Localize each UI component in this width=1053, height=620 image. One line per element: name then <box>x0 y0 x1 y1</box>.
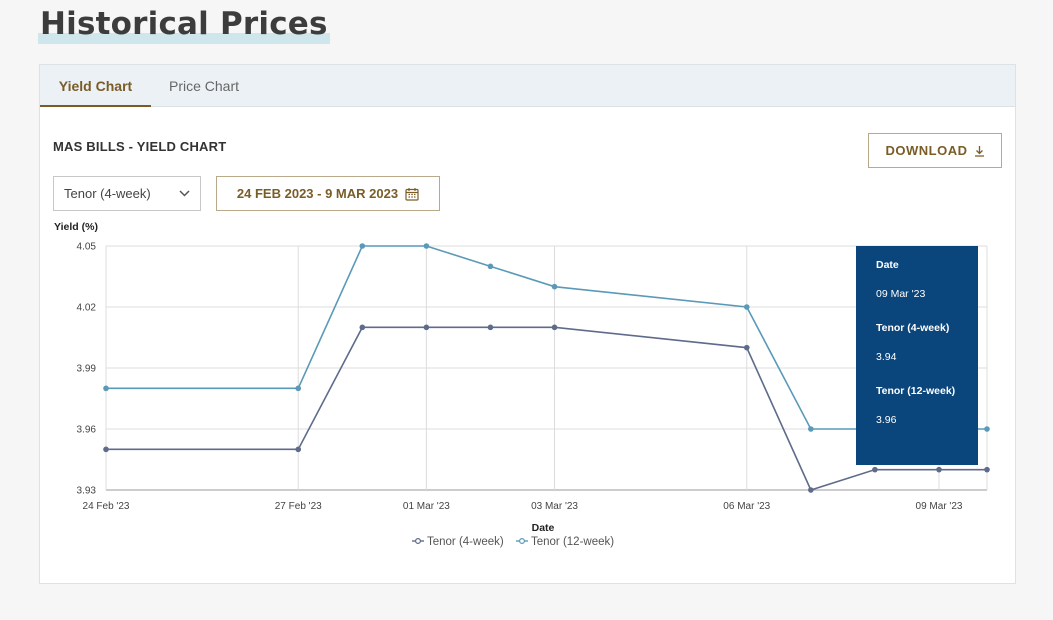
data-point[interactable] <box>808 426 814 432</box>
download-icon <box>974 145 984 157</box>
legend-item-12-week[interactable]: Tenor (12-week) <box>516 536 614 548</box>
data-point[interactable] <box>936 466 942 473</box>
page-title-wrapper: Historical Prices <box>38 6 330 44</box>
data-point[interactable] <box>359 243 366 249</box>
tooltip-series2-label: Tenor (12-week) <box>876 385 956 397</box>
chart-title: MAS BILLS - YIELD CHART <box>53 139 227 154</box>
data-point[interactable] <box>423 243 430 249</box>
x-tick-label: 24 Feb '23 <box>83 501 130 512</box>
download-label: DOWNLOAD <box>885 143 968 158</box>
x-tick-label: 01 Mar '23 <box>403 501 450 512</box>
data-point[interactable] <box>423 324 430 331</box>
data-point[interactable] <box>103 446 109 453</box>
data-point[interactable] <box>743 304 750 310</box>
y-axis-label: Yield (%) <box>54 221 98 233</box>
chart-tooltip: Date 09 Mar '23 Tenor (4-week) 3.94 Teno… <box>856 246 978 465</box>
x-axis-label: Date <box>532 522 555 534</box>
tenor-select[interactable]: Tenor (4-week) <box>53 176 201 211</box>
y-tick-label: 3.93 <box>77 486 97 497</box>
y-tick-label: 3.99 <box>77 364 97 375</box>
tooltip-date-label: Date <box>876 259 899 271</box>
data-point[interactable] <box>984 466 990 473</box>
chart-panel: Yield Chart Price Chart MAS BILLS - YIEL… <box>39 64 1016 584</box>
chevron-down-icon <box>179 190 190 197</box>
data-point[interactable] <box>295 385 302 392</box>
data-point[interactable] <box>984 426 990 432</box>
date-range-label: 24 FEB 2023 - 9 MAR 2023 <box>236 186 399 201</box>
tab-yield-chart[interactable]: Yield Chart <box>40 65 151 107</box>
title-highlight <box>38 33 330 44</box>
data-point[interactable] <box>551 283 558 290</box>
tab-bar: Yield Chart Price Chart <box>40 65 1015 107</box>
tenor-select-value: Tenor (4-week) <box>64 186 151 201</box>
data-point[interactable] <box>743 344 750 351</box>
download-button[interactable]: DOWNLOAD <box>868 133 1002 168</box>
data-point[interactable] <box>359 324 366 331</box>
tab-price-chart[interactable]: Price Chart <box>168 78 240 94</box>
data-point[interactable] <box>295 446 302 453</box>
date-range-picker[interactable]: 24 FEB 2023 - 9 MAR 2023 <box>216 176 440 211</box>
tooltip-series2-value: 3.96 <box>876 414 897 426</box>
x-tick-label: 06 Mar '23 <box>723 501 770 512</box>
calendar-icon <box>405 187 419 201</box>
data-point[interactable] <box>487 263 494 270</box>
x-tick-label: 09 Mar '23 <box>916 501 963 512</box>
legend-label: Tenor (12-week) <box>531 536 614 548</box>
legend-label: Tenor (4-week) <box>427 536 504 548</box>
legend-item-4-week[interactable]: Tenor (4-week) <box>412 536 504 548</box>
series-line-12-week <box>106 245 987 430</box>
y-tick-label: 4.05 <box>77 242 97 253</box>
y-axis-ticks: 4.05 4.02 3.99 3.96 3.93 <box>77 242 97 497</box>
series-line-4-week <box>106 326 987 491</box>
data-point[interactable] <box>551 324 558 331</box>
x-tick-label: 27 Feb '23 <box>275 501 322 512</box>
y-tick-label: 4.02 <box>77 303 97 314</box>
tooltip-series1-label: Tenor (4-week) <box>876 322 950 334</box>
tooltip-series1-value: 3.94 <box>876 351 897 363</box>
data-point[interactable] <box>872 466 878 473</box>
data-point[interactable] <box>487 324 494 331</box>
y-tick-label: 3.96 <box>77 425 97 436</box>
chart-grid <box>105 245 988 491</box>
data-point[interactable] <box>103 385 109 392</box>
chart-legend: Tenor (4-week) Tenor (12-week) <box>412 536 614 548</box>
yield-chart: Yield (%) 4.05 4.02 3.99 3.96 3.93 24 Feb '2… <box>54 221 990 548</box>
page-title: Historical Prices <box>40 6 328 42</box>
data-point[interactable] <box>808 487 814 493</box>
tooltip-date-value: 09 Mar '23 <box>876 288 926 300</box>
x-tick-label: 03 Mar '23 <box>531 501 578 512</box>
x-axis-ticks: 24 Feb '23 27 Feb '23 01 Mar '23 03 Mar '23… <box>83 501 963 512</box>
